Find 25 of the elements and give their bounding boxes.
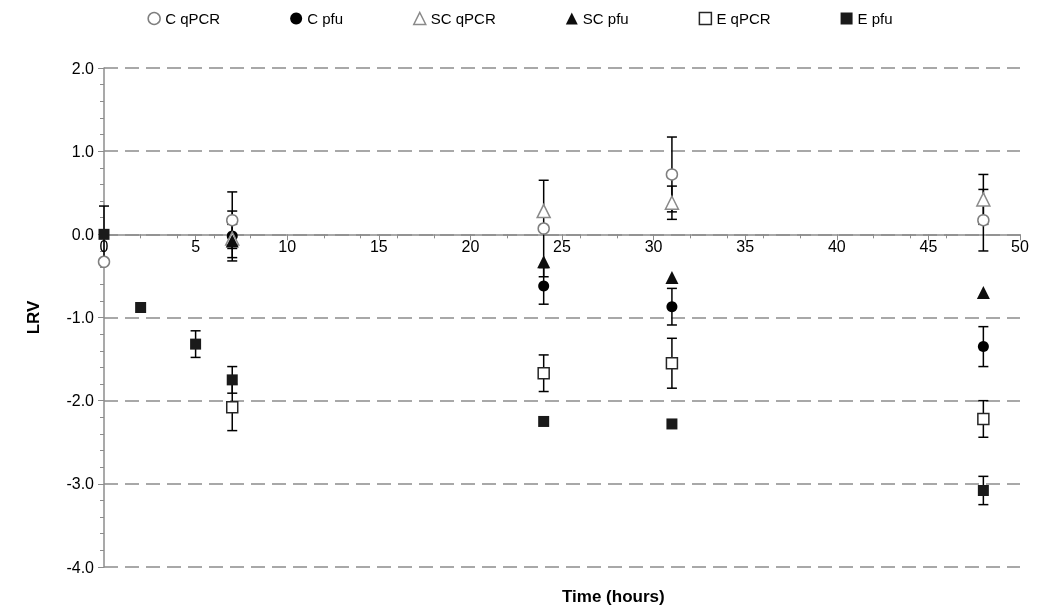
legend-label: SC pfu [582, 10, 629, 27]
legend-label: C pfu [307, 10, 344, 27]
y-tick-label: -3.0 [66, 475, 95, 493]
legend-label: E qPCR [716, 10, 771, 27]
x-tick-label: 5 [191, 237, 201, 255]
x-tick-label: 35 [736, 237, 755, 255]
y-tick-label: -2.0 [66, 392, 95, 410]
x-tick-label: 30 [644, 237, 663, 255]
y-tick-label: -1.0 [66, 309, 95, 326]
y-tick-label: 2.0 [71, 59, 95, 77]
x-tick-label: 15 [369, 237, 388, 255]
y-axis-title: LRV [24, 300, 43, 335]
x-tick-label: 25 [553, 237, 571, 255]
y-tick-label: 1.0 [71, 142, 95, 160]
x-tick-label: 45 [919, 237, 938, 255]
y-tick-label: 0.0 [71, 225, 95, 243]
legend-label: E pfu [857, 10, 893, 27]
x-tick-label: 50 [1011, 237, 1029, 255]
x-tick-label: 40 [827, 237, 846, 255]
y-tick-label: -4.0 [66, 558, 95, 576]
x-tick-label: 10 [278, 237, 297, 255]
x-tick-label: 20 [461, 237, 480, 255]
legend-label: SC qPCR [430, 10, 496, 27]
x-axis-title: Time (hours) [562, 587, 665, 606]
legend-label: C qPCR [165, 10, 221, 27]
